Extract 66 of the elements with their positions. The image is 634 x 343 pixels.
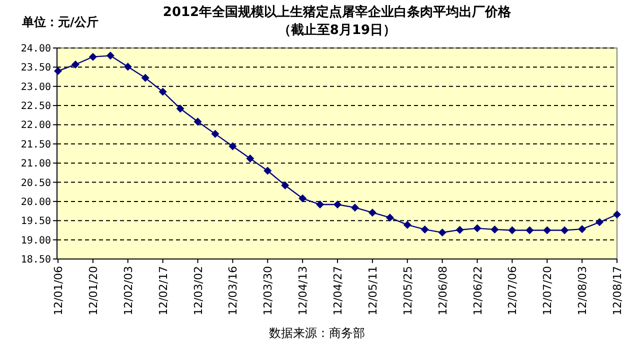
x-tick-label: 12/03/16 bbox=[226, 266, 240, 316]
x-tick-label: 12/08/03 bbox=[576, 266, 590, 316]
point bbox=[456, 226, 464, 234]
x-tick-label: 12/06/22 bbox=[471, 266, 484, 316]
y-tick-label: 21.00 bbox=[20, 158, 51, 170]
x-tick-label: 12/05/11 bbox=[366, 266, 380, 316]
point bbox=[124, 62, 132, 71]
y-tick-label: 20.00 bbox=[20, 196, 51, 208]
point bbox=[613, 210, 621, 218]
y-tick-label: 23.50 bbox=[20, 62, 51, 74]
point bbox=[264, 166, 272, 175]
x-tick-label: 12/04/27 bbox=[332, 266, 344, 316]
y-tick-label: 18.50 bbox=[20, 254, 51, 266]
x-tick-label: 12/04/13 bbox=[296, 266, 310, 316]
y-tick-label: 19.00 bbox=[20, 235, 51, 246]
y-tick-label: 22.00 bbox=[20, 120, 51, 132]
point bbox=[246, 154, 254, 162]
point bbox=[176, 104, 184, 113]
point bbox=[316, 200, 324, 209]
x-tick-label: 12/06/08 bbox=[436, 266, 450, 316]
x-tick-label: 12/05/25 bbox=[401, 266, 414, 316]
point bbox=[106, 52, 114, 60]
chart-subtitle: （截止至8月19日） bbox=[278, 23, 396, 38]
x-tick-label: 12/02/17 bbox=[156, 266, 170, 316]
point bbox=[88, 52, 97, 61]
point bbox=[334, 200, 342, 209]
x-tick-label: 12/01/20 bbox=[86, 266, 100, 316]
x-tick-label: 12/03/30 bbox=[262, 266, 275, 316]
x-tick-label: 12/03/02 bbox=[192, 266, 205, 316]
y-tick-label: 19.50 bbox=[20, 216, 51, 228]
point bbox=[596, 218, 604, 226]
point bbox=[194, 118, 202, 126]
x-tick-label: 12/08/17 bbox=[611, 266, 624, 316]
point bbox=[158, 88, 167, 96]
x-tick-label: 12/07/20 bbox=[541, 266, 554, 316]
y-tick-label: 24.00 bbox=[20, 44, 51, 54]
point bbox=[560, 226, 569, 234]
point bbox=[386, 214, 394, 222]
point bbox=[490, 225, 499, 234]
point bbox=[526, 226, 534, 234]
y-tick-label: 23.00 bbox=[20, 82, 51, 93]
y-tick-label: 22.50 bbox=[20, 101, 51, 112]
text: 单位：元/公斤 bbox=[21, 15, 98, 29]
point bbox=[350, 204, 359, 212]
x-tick-label: 12/02/03 bbox=[122, 266, 135, 316]
point bbox=[473, 224, 482, 232]
y-tick-label: 21.50 bbox=[20, 139, 51, 150]
x-tick-label: 12/07/06 bbox=[506, 266, 520, 316]
point bbox=[71, 60, 80, 68]
point bbox=[54, 67, 62, 76]
x-tick-label: 12/01/06 bbox=[52, 266, 65, 316]
point bbox=[578, 225, 586, 234]
source-note: 数据来源：商务部 bbox=[269, 326, 365, 340]
point bbox=[420, 225, 429, 234]
point bbox=[508, 226, 516, 234]
point bbox=[543, 226, 552, 234]
point bbox=[281, 181, 290, 190]
point bbox=[211, 130, 220, 138]
point bbox=[368, 208, 376, 217]
chart-title: 2012年全国规模以上生猪定点屠宰企业白条肉平均出厂价格 bbox=[162, 4, 512, 20]
point bbox=[141, 74, 150, 82]
y-tick-label: 20.50 bbox=[20, 178, 51, 189]
point bbox=[438, 228, 446, 237]
point bbox=[228, 142, 237, 150]
point bbox=[403, 220, 412, 229]
point bbox=[298, 194, 307, 202]
